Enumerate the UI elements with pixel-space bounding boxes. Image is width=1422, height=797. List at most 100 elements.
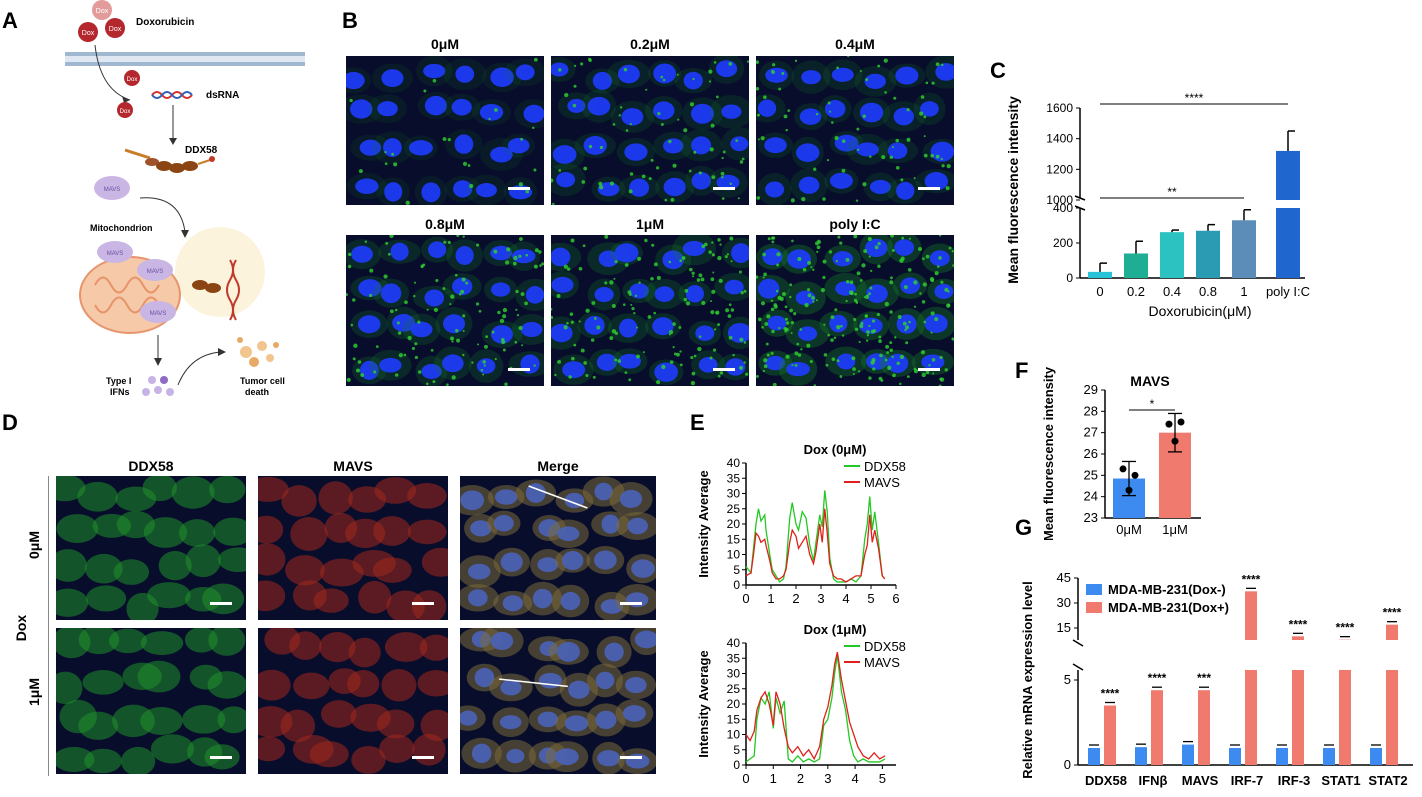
fluorescent-puncta bbox=[533, 364, 536, 367]
fluorescent-puncta bbox=[930, 331, 933, 334]
fluorescent-puncta bbox=[588, 57, 592, 62]
cell-nucleus bbox=[355, 178, 379, 194]
fluorescent-puncta bbox=[857, 370, 861, 373]
fluorescent-puncta bbox=[813, 167, 817, 171]
chart-f: Mean fluorescence intensity MAVS 23 24 25 26 2… bbox=[1041, 366, 1201, 540]
cell-nucleus bbox=[359, 360, 379, 380]
cell-nucleus bbox=[468, 589, 488, 607]
fluorescent-puncta bbox=[772, 63, 776, 67]
fluorescent-puncta bbox=[512, 261, 517, 266]
cell-nucleus bbox=[604, 642, 624, 662]
fluorescent-puncta bbox=[906, 375, 910, 378]
fluorescent-puncta bbox=[599, 185, 604, 190]
cell-body bbox=[208, 628, 246, 656]
fluorescent-puncta bbox=[346, 293, 348, 297]
scale-bar bbox=[412, 602, 434, 605]
fluorescent-puncta bbox=[373, 370, 377, 374]
cell-nucleus bbox=[797, 326, 818, 341]
significance-marker: *** bbox=[1197, 671, 1211, 685]
micrograph-image bbox=[551, 235, 749, 386]
fluorescent-puncta bbox=[593, 317, 597, 320]
fluorescent-puncta bbox=[369, 293, 373, 298]
fluorescent-puncta bbox=[728, 62, 733, 66]
fluorescent-puncta bbox=[462, 329, 465, 332]
fluorescent-puncta bbox=[414, 342, 418, 346]
fluorescent-puncta bbox=[893, 96, 897, 100]
fluorescent-puncta bbox=[789, 308, 793, 313]
svg-text:Dox: Dox bbox=[120, 109, 131, 115]
data-point bbox=[1131, 471, 1139, 479]
fluorescent-puncta bbox=[825, 363, 829, 367]
fluorescent-puncta bbox=[352, 298, 356, 302]
fluorescent-puncta bbox=[558, 68, 562, 72]
fluorescent-puncta bbox=[860, 321, 864, 325]
cell-nucleus bbox=[895, 66, 919, 85]
cell-nucleus bbox=[730, 136, 749, 152]
cell-nucleus bbox=[859, 102, 884, 123]
fluorescent-puncta bbox=[403, 353, 407, 357]
fluorescent-puncta bbox=[883, 58, 888, 63]
micrograph-image bbox=[460, 628, 656, 774]
fluorescent-puncta bbox=[758, 317, 762, 322]
x-tick-label: 0 bbox=[742, 771, 749, 786]
svg-text:MAVS: MAVS bbox=[107, 251, 124, 257]
fluorescent-puncta bbox=[515, 308, 518, 311]
fluorescent-puncta bbox=[787, 109, 791, 113]
fluorescent-puncta bbox=[656, 275, 661, 280]
y-axis-label: Relative mRNA expression level bbox=[1020, 581, 1035, 779]
cell-body bbox=[348, 637, 381, 668]
fluorescent-puncta bbox=[413, 294, 416, 298]
cell-body bbox=[290, 517, 328, 551]
fluorescent-puncta bbox=[580, 62, 584, 66]
fluorescent-puncta bbox=[482, 360, 486, 364]
fluorescent-puncta bbox=[710, 123, 715, 128]
cell-nucleus bbox=[624, 143, 648, 161]
fluorescent-puncta bbox=[720, 171, 725, 176]
cell-body bbox=[412, 733, 446, 766]
cell-nucleus bbox=[490, 631, 514, 651]
cell-nucleus bbox=[894, 239, 915, 256]
fluorescent-puncta bbox=[773, 303, 778, 307]
cell-nucleus bbox=[490, 325, 513, 344]
fluorescent-puncta bbox=[746, 60, 749, 63]
fluorescent-puncta bbox=[908, 237, 911, 240]
scale-bar bbox=[508, 368, 530, 371]
fluorescent-puncta bbox=[935, 154, 940, 159]
cell-body bbox=[417, 670, 448, 697]
fluorescent-puncta bbox=[590, 338, 595, 342]
fluorescent-puncta bbox=[483, 364, 486, 367]
fluorescent-puncta bbox=[353, 343, 358, 348]
micrograph-canvas bbox=[551, 235, 749, 386]
legend-label: MDA-MB-231(Dox-) bbox=[1108, 582, 1226, 597]
cell-nucleus bbox=[765, 181, 785, 198]
cell-body bbox=[379, 734, 415, 763]
cell-nucleus bbox=[832, 251, 854, 267]
fluorescent-puncta bbox=[701, 244, 706, 249]
fluorescent-puncta bbox=[516, 313, 520, 317]
cell-nucleus bbox=[384, 182, 403, 202]
cell-nucleus bbox=[834, 134, 859, 152]
fluorescent-puncta bbox=[784, 327, 789, 332]
fluorescent-puncta bbox=[856, 271, 861, 276]
fluorescent-puncta bbox=[952, 264, 954, 267]
panel-label-g: G bbox=[1015, 515, 1033, 540]
cell-nucleus bbox=[424, 95, 447, 116]
fluorescent-puncta bbox=[538, 250, 542, 254]
fluorescent-puncta bbox=[737, 197, 740, 200]
fluorescent-puncta bbox=[922, 282, 927, 287]
fluorescent-puncta bbox=[905, 341, 909, 345]
fluorescent-puncta bbox=[578, 266, 583, 271]
cell-nucleus bbox=[525, 286, 544, 304]
fluorescent-puncta bbox=[867, 236, 872, 242]
fluorescent-puncta bbox=[433, 307, 439, 313]
cell-nucleus bbox=[451, 98, 472, 116]
fluorescent-puncta bbox=[717, 374, 721, 378]
fluorescent-puncta bbox=[591, 301, 596, 305]
x-tick-label: 4 bbox=[851, 771, 858, 786]
x-tick-label: 1 bbox=[767, 591, 774, 606]
cell-nucleus bbox=[511, 249, 536, 264]
fluorescent-puncta bbox=[878, 335, 882, 339]
fluorescent-puncta bbox=[863, 249, 868, 254]
fluorescent-puncta bbox=[356, 368, 361, 373]
fluorescent-puncta bbox=[684, 288, 689, 293]
